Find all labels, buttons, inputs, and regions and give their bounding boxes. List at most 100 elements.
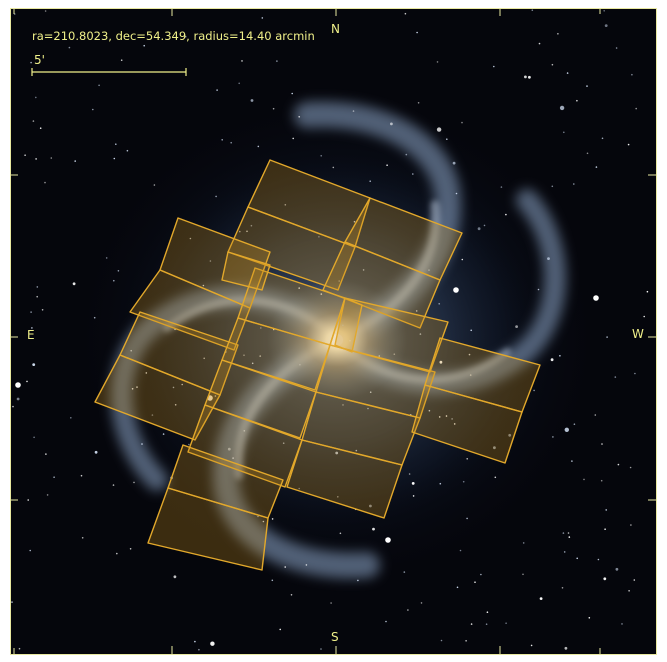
star — [630, 524, 632, 526]
star — [299, 363, 301, 366]
star — [436, 127, 442, 132]
star — [604, 528, 606, 530]
star — [617, 463, 620, 466]
star — [571, 460, 573, 462]
footprint-tile[interactable] — [322, 241, 441, 329]
footprint-tile[interactable] — [334, 297, 363, 353]
star — [250, 99, 254, 102]
star — [50, 157, 53, 159]
footprint-tile[interactable] — [204, 359, 317, 439]
star — [173, 575, 177, 579]
star — [92, 108, 94, 111]
footprint-tile[interactable] — [221, 317, 331, 391]
star — [439, 360, 443, 364]
star — [531, 9, 534, 11]
star — [184, 35, 187, 38]
scale-bar-label: 5' — [34, 53, 45, 67]
footprint-tile[interactable] — [187, 404, 303, 488]
star — [470, 623, 473, 625]
star — [271, 518, 274, 520]
star — [16, 397, 20, 401]
star — [215, 195, 217, 198]
star — [634, 372, 636, 375]
footprint-tile[interactable] — [286, 439, 403, 519]
star — [564, 646, 568, 650]
star — [246, 230, 248, 233]
star — [474, 581, 476, 583]
star — [601, 443, 603, 445]
star — [44, 10, 47, 12]
star — [573, 183, 575, 185]
star — [298, 116, 301, 118]
star — [162, 433, 165, 435]
star — [72, 282, 76, 286]
star — [272, 107, 275, 110]
star — [627, 143, 630, 146]
star — [412, 173, 414, 175]
star — [318, 236, 320, 238]
footprint-tile[interactable] — [221, 251, 271, 291]
star — [564, 427, 569, 432]
star — [438, 303, 441, 305]
star — [129, 548, 132, 550]
star — [189, 237, 192, 240]
footprint-tile[interactable] — [129, 269, 251, 351]
star — [141, 443, 143, 445]
star — [261, 17, 264, 19]
star — [408, 473, 411, 475]
star — [586, 85, 588, 87]
star — [568, 536, 571, 538]
star — [420, 602, 423, 604]
star — [153, 184, 156, 186]
star — [151, 414, 154, 416]
footprint-tile[interactable] — [147, 487, 269, 571]
star — [115, 143, 117, 145]
star — [559, 355, 561, 357]
star — [221, 139, 223, 141]
star — [262, 520, 265, 523]
compass-south-label: S — [331, 630, 339, 644]
star — [44, 181, 46, 184]
star — [74, 160, 76, 162]
star — [320, 648, 322, 650]
star — [390, 122, 393, 126]
star — [411, 482, 415, 485]
star — [576, 557, 578, 560]
star — [524, 75, 527, 79]
footprint-tile[interactable] — [94, 354, 221, 441]
star — [466, 517, 468, 520]
star — [551, 63, 554, 66]
star — [522, 542, 525, 544]
star — [633, 579, 636, 581]
footprint-tile[interactable] — [411, 384, 523, 464]
star — [428, 409, 431, 412]
footprint-tile[interactable] — [227, 206, 356, 291]
compass-west-label: W — [632, 327, 644, 341]
star — [538, 42, 541, 45]
star — [416, 31, 418, 34]
star — [500, 186, 503, 188]
star — [53, 476, 55, 479]
star — [357, 579, 359, 582]
star — [597, 558, 600, 561]
star — [494, 476, 497, 479]
star — [415, 310, 418, 312]
star — [485, 623, 488, 625]
star — [643, 315, 645, 318]
star — [566, 72, 569, 74]
star — [260, 327, 262, 329]
star — [70, 417, 72, 419]
star — [136, 386, 138, 388]
star — [133, 481, 135, 484]
compass-north-label: N — [331, 22, 340, 36]
star — [80, 474, 83, 477]
star — [594, 414, 597, 416]
star — [605, 509, 607, 511]
star — [606, 336, 608, 338]
star — [337, 496, 339, 498]
star — [320, 293, 323, 295]
star — [29, 549, 32, 552]
star — [298, 487, 301, 490]
star — [604, 24, 608, 27]
